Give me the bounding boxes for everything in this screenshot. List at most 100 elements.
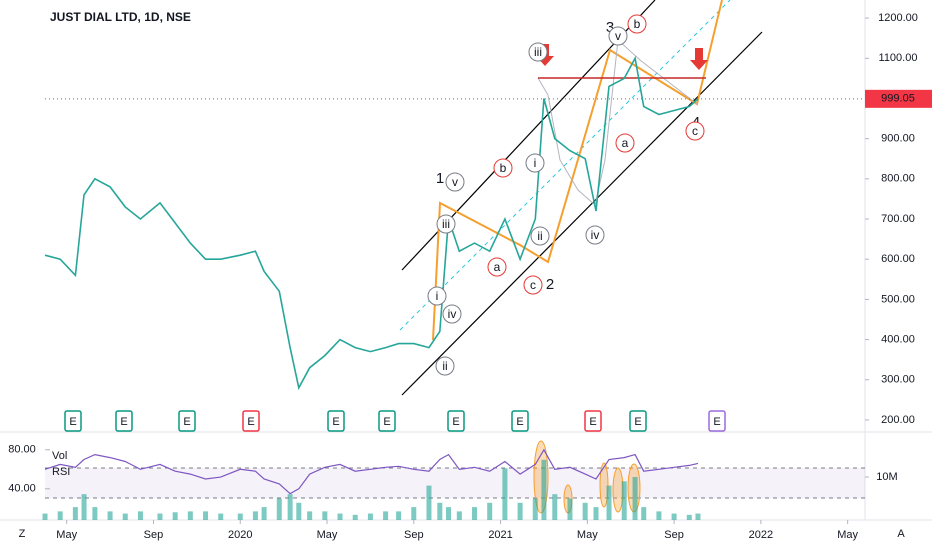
wave-circle	[608, 26, 628, 46]
volume-bar	[396, 511, 402, 520]
volume-bar	[641, 507, 647, 520]
series-line	[44, 55, 699, 391]
volume-bar	[367, 513, 373, 520]
volume-bar	[472, 507, 478, 520]
y-tick-label: 300.00	[881, 374, 915, 386]
earnings-label: E	[120, 416, 127, 428]
wave-label: iv	[591, 228, 600, 242]
wave-circle	[585, 225, 605, 245]
volume-bar	[322, 511, 328, 520]
button[interactable]: A	[897, 528, 905, 540]
y-tick-label: 1200.00	[878, 12, 918, 24]
earnings-label: E	[589, 416, 596, 428]
volume-bar	[352, 514, 358, 520]
x-tick-label: 2020	[228, 529, 252, 541]
volume-bar	[517, 502, 523, 520]
wave-label: iii	[442, 217, 450, 231]
volume-bar	[632, 476, 638, 520]
wave-label: a	[622, 136, 629, 150]
wave-circle	[528, 42, 548, 62]
wave-circle	[435, 356, 455, 376]
earnings-marker	[511, 410, 529, 432]
volume-bar	[172, 512, 178, 520]
volume-bar	[411, 507, 417, 520]
volume-bar	[502, 468, 508, 520]
volume-bar	[203, 511, 209, 520]
y-tick-label: 200.00	[881, 414, 915, 426]
earnings-label: E	[69, 416, 76, 428]
wave-circle	[523, 275, 543, 295]
y-tick-label: 40.00	[8, 483, 36, 495]
volume-bar	[456, 511, 462, 520]
button[interactable]: Z	[19, 528, 26, 540]
earnings-marker	[178, 410, 196, 432]
volume-bar	[42, 513, 48, 520]
highlight	[599, 462, 609, 508]
volume-bar	[137, 511, 143, 520]
y-tick-label: 700.00	[881, 213, 915, 225]
x-tick-label: May	[317, 529, 338, 541]
volume-bar	[541, 459, 547, 520]
wave-circle	[525, 153, 545, 173]
wave-label: c	[530, 278, 536, 292]
earnings-marker	[64, 410, 82, 432]
volume-bar	[187, 511, 193, 520]
wave-circle	[615, 133, 635, 153]
volume-bar	[157, 513, 163, 520]
y-tick-label: 1100.00	[879, 52, 918, 64]
channel-mid	[399, 0, 731, 331]
vol-label: Vol	[52, 450, 67, 462]
wave-circle	[427, 286, 447, 306]
wave-label: a	[494, 260, 501, 274]
volume-bar	[582, 502, 588, 520]
earnings-marker	[378, 410, 396, 432]
earnings-marker	[584, 410, 602, 432]
wave-circle	[493, 158, 513, 178]
volume-bar	[686, 514, 692, 520]
earnings-label: E	[634, 416, 641, 428]
volume-bar	[606, 485, 612, 520]
earnings-label: E	[383, 416, 390, 428]
volume-bar	[552, 494, 558, 520]
y-tick-label: 10M	[876, 471, 897, 483]
volume-bar	[487, 502, 493, 520]
wave-label: b	[500, 161, 507, 175]
volume-bar	[237, 513, 243, 520]
rsi-band	[45, 468, 865, 498]
chart-title: JUST DIAL LTD, 1D, NSE	[50, 10, 191, 24]
arrow	[690, 48, 708, 70]
volume-bar	[337, 513, 343, 520]
wave-circle	[685, 121, 705, 141]
rsi-label: RSI	[52, 466, 70, 478]
volume-bar	[532, 498, 538, 520]
volume-bar	[445, 507, 451, 520]
x-tick-label: Sep	[404, 529, 424, 541]
volume-bar	[656, 511, 662, 520]
x-tick-label: 2022	[749, 529, 773, 541]
wave-label: iv	[448, 307, 457, 321]
y-tick-label: 500.00	[881, 293, 915, 305]
volume-bar	[72, 507, 78, 520]
x-tick-label: 2021	[488, 529, 512, 541]
wave-label: b	[634, 17, 641, 31]
volume-bar	[296, 502, 302, 520]
earnings-marker	[447, 410, 465, 432]
wave-circle	[436, 214, 456, 234]
volume-bar	[593, 507, 599, 520]
y-tick-label: 900.00	[881, 133, 915, 145]
volume-bar	[287, 494, 293, 520]
earnings-label: E	[516, 416, 523, 428]
wave-circle	[442, 304, 462, 324]
volume-bar	[383, 511, 389, 520]
volume-bar	[122, 513, 128, 520]
channel-lower	[401, 31, 763, 396]
volume-bar	[671, 513, 677, 520]
y-tick-label: 400.00	[881, 333, 915, 345]
volume-bar	[252, 511, 258, 520]
x-tick-label: May	[837, 529, 858, 541]
volume-bar	[426, 485, 432, 520]
series-line	[44, 448, 699, 495]
earnings-label: E	[183, 416, 190, 428]
